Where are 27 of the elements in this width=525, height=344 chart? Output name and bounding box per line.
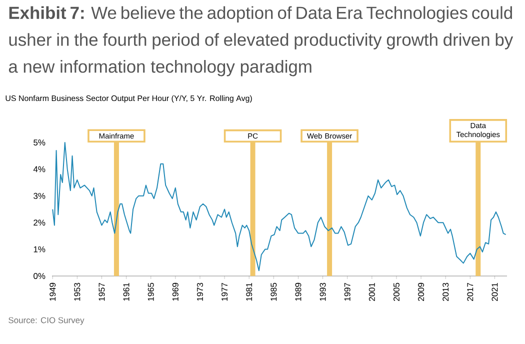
x-tick-label: 1957 xyxy=(98,282,105,301)
x-tick-label: 1969 xyxy=(172,282,178,301)
x-tick-label: 1997 xyxy=(344,282,350,301)
y-tick-label: 0% xyxy=(34,273,46,279)
x-tick-label: 2013 xyxy=(442,282,449,301)
x-tick-label: 2017 xyxy=(467,282,474,301)
x-tick-label: 1961 xyxy=(123,282,130,301)
source-note: Source: CIO Survey xyxy=(8,317,84,325)
x-tick-label: 2009 xyxy=(418,282,424,301)
x-tick-label: 1965 xyxy=(148,282,154,301)
x-tick-label: 1949 xyxy=(50,282,56,301)
x-tick-label: 1993 xyxy=(320,282,326,301)
x-tick-label: 1981 xyxy=(246,282,252,301)
x-tick-label: 1973 xyxy=(196,282,203,301)
x-tick-label: 2001 xyxy=(368,282,375,301)
x-tick-label: 1985 xyxy=(270,282,277,301)
y-tick-label: 2% xyxy=(34,220,46,226)
x-tick-label: 1977 xyxy=(222,282,228,301)
x-tick-label: 2021 xyxy=(492,282,498,301)
y-tick-label: 4% xyxy=(33,166,46,172)
x-tick-label: 2005 xyxy=(393,282,400,301)
y-tick-label: 5% xyxy=(34,140,46,146)
y-tick-label: 3% xyxy=(34,192,46,199)
chart-title: Exhibit 7: We believe the adoption of Data Era Technologies could usher in the fourth period of elevated productivity growth driven by a new information technology paradigm xyxy=(8,6,514,76)
x-tick-label: 1953 xyxy=(74,282,80,301)
y-tick-label: 1% xyxy=(34,246,46,252)
x-tick-label: 1989 xyxy=(295,282,302,301)
